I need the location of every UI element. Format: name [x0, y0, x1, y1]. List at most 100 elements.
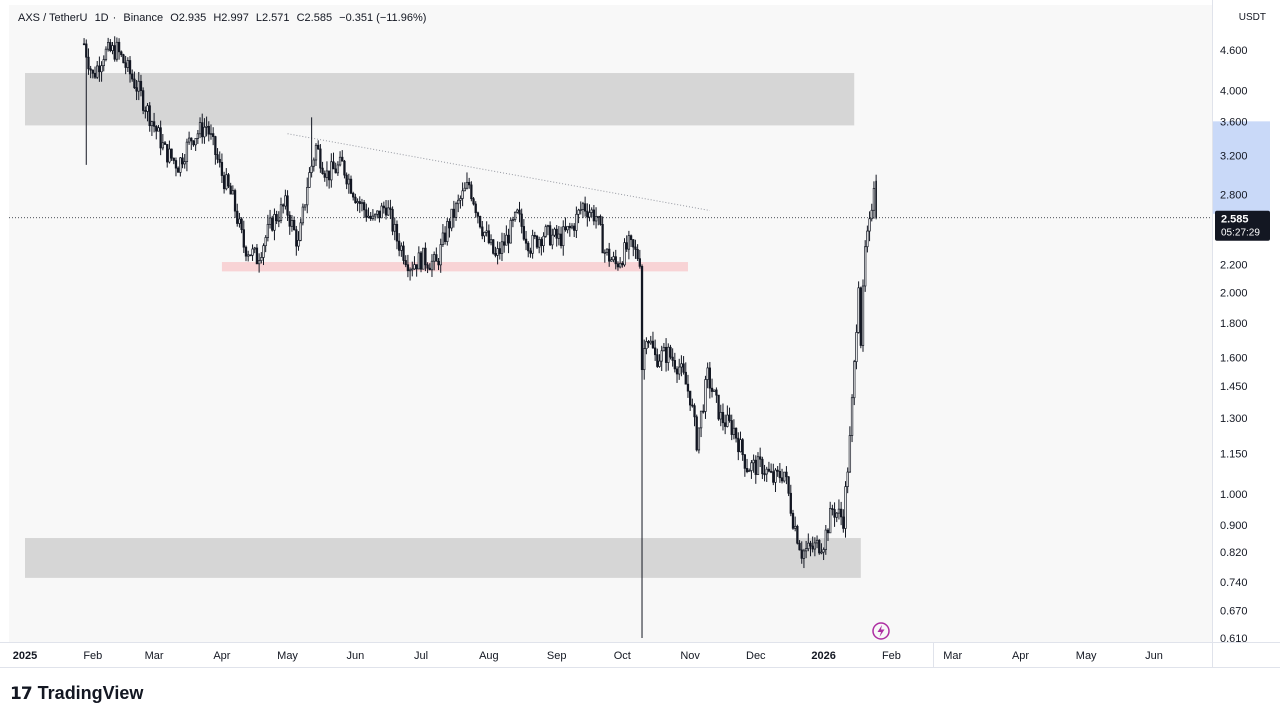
- candle-body: [699, 410, 703, 429]
- candle: [872, 181, 876, 219]
- candle: [618, 257, 622, 269]
- price-tick-label: 3.200: [1220, 151, 1248, 163]
- price-tick-label: 0.900: [1220, 520, 1248, 532]
- candle: [621, 261, 624, 268]
- candle: [787, 476, 790, 497]
- candle: [185, 138, 189, 172]
- candle-body: [120, 51, 123, 56]
- candle-body: [577, 209, 580, 215]
- candle: [284, 189, 287, 210]
- candle: [706, 362, 709, 389]
- candle-body: [844, 486, 847, 529]
- candle: [468, 177, 471, 189]
- price-axis[interactable]: 0.610 0.670 0.740 0.820 0.900 1.000 1.150 1.300…: [1212, 0, 1271, 667]
- currency-label[interactable]: USDT: [1238, 12, 1266, 23]
- legend-pair[interactable]: AXS / TetherU: [18, 12, 88, 24]
- tradingview-logo[interactable]: 17 TradingView: [10, 683, 143, 704]
- candle-body: [850, 397, 854, 436]
- candle-body: [98, 65, 101, 73]
- candle-body: [857, 287, 860, 333]
- candle: [656, 348, 659, 368]
- candle: [527, 241, 530, 258]
- candle: [347, 173, 350, 194]
- candle: [511, 216, 515, 228]
- candle: [198, 117, 202, 139]
- candle: [809, 540, 812, 557]
- time-tick-label: Feb: [83, 650, 102, 662]
- candle: [870, 203, 873, 222]
- candle: [244, 245, 248, 262]
- candle-body: [820, 551, 823, 554]
- candle: [653, 339, 657, 361]
- candle: [139, 74, 143, 97]
- candle-body: [433, 254, 436, 262]
- candle: [623, 238, 626, 267]
- candle: [608, 242, 611, 267]
- candle-body: [737, 437, 740, 453]
- candle: [625, 235, 628, 252]
- candle-body: [470, 184, 473, 200]
- candle: [658, 354, 661, 368]
- time-tick-label: Sep: [547, 650, 567, 662]
- candle-body: [612, 256, 615, 261]
- candle-body: [87, 56, 90, 70]
- candle-body: [500, 241, 504, 254]
- candle: [474, 201, 477, 218]
- candle: [605, 248, 609, 256]
- candle-body: [697, 427, 701, 451]
- candle: [290, 215, 294, 232]
- candle: [756, 452, 760, 475]
- candle: [778, 463, 782, 483]
- candle-body: [829, 508, 832, 534]
- candle-body: [872, 187, 876, 211]
- candle: [148, 102, 151, 132]
- candle: [172, 157, 175, 165]
- candle: [732, 419, 736, 440]
- candle-body: [358, 201, 361, 205]
- legend-interval[interactable]: 1D: [94, 12, 109, 24]
- candle: [546, 224, 550, 236]
- candle: [557, 226, 561, 246]
- candle-body: [142, 90, 145, 111]
- candle-body: [551, 234, 554, 246]
- candle-body: [691, 404, 694, 407]
- lightning-alert-icon[interactable]: [872, 622, 890, 640]
- candle-body: [570, 225, 574, 229]
- candle-body: [402, 245, 405, 261]
- candle-body: [629, 235, 633, 241]
- candle: [459, 195, 462, 209]
- candle-body: [686, 383, 690, 392]
- candle-body: [159, 127, 162, 149]
- candles-layer: [82, 36, 877, 638]
- candle-body: [334, 168, 337, 174]
- candle-body: [553, 228, 556, 236]
- candle: [791, 509, 795, 530]
- candle: [437, 258, 440, 271]
- candle: [133, 71, 136, 90]
- candle: [137, 71, 140, 101]
- candle: [356, 198, 359, 212]
- candle-body: [393, 223, 396, 232]
- candle: [87, 48, 90, 75]
- candle-body: [634, 246, 637, 250]
- candle: [789, 484, 792, 517]
- alert-bolt: [877, 625, 885, 637]
- candle: [417, 246, 420, 270]
- candle-body: [369, 215, 372, 219]
- last-price-countdown: 05:27:29: [1221, 228, 1260, 239]
- candle-body: [573, 225, 576, 231]
- candle-body: [325, 170, 329, 178]
- candle: [428, 263, 431, 271]
- candle-body: [548, 225, 552, 246]
- candle: [179, 156, 182, 177]
- candle-body: [492, 239, 495, 254]
- candle: [271, 215, 274, 232]
- candle: [422, 247, 425, 270]
- candle-body: [310, 165, 313, 173]
- price-tick-label: 1.300: [1220, 413, 1248, 425]
- time-axis[interactable]: 2025 Feb Mar Apr May Jun Jul Aug Sep Oct Nov Dec 202…: [0, 642, 1280, 668]
- candle: [253, 246, 256, 254]
- candle-body: [710, 387, 714, 392]
- candle-body: [222, 175, 226, 190]
